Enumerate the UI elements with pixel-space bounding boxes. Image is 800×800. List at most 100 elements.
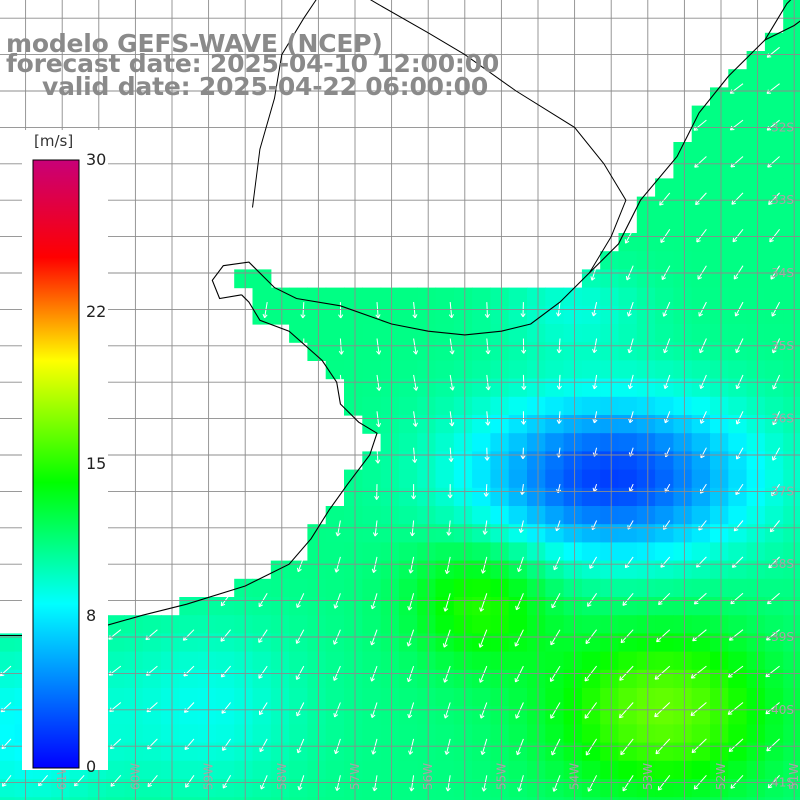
wind-cell (490, 396, 510, 416)
wind-cell (746, 451, 766, 471)
wind-cell (655, 615, 674, 634)
wind-cell (691, 506, 711, 525)
wind-cell (764, 433, 784, 452)
wind-cell (655, 360, 674, 380)
wind-cell (673, 433, 693, 452)
wind-cell (710, 651, 729, 671)
wind-arrow (520, 447, 526, 460)
wind-cell (691, 615, 711, 634)
wind-cell (783, 178, 800, 198)
wind-cell (545, 797, 565, 800)
wind-arrow (552, 775, 561, 792)
wind-cell (618, 469, 638, 489)
wind-cell (636, 578, 656, 598)
wind-cell (691, 433, 711, 452)
wind-cell (380, 597, 400, 616)
wind-cell (325, 760, 345, 780)
wind-arrow (376, 411, 382, 428)
wind-cell (563, 797, 583, 800)
wind-cell (655, 688, 674, 707)
forecast-date: forecast date: 2025-04-10 12:00:00 (6, 49, 500, 78)
wind-arrow (771, 483, 781, 497)
wind-cell (618, 360, 638, 380)
wind-cell (545, 542, 565, 562)
wind-arrow (444, 738, 451, 755)
wind-cell (636, 269, 656, 289)
wind-cell (710, 742, 729, 762)
wind-cell (600, 506, 620, 525)
wind-cell (380, 560, 400, 580)
wind-cell (655, 560, 674, 580)
wind-cell (746, 760, 766, 780)
wind-cell (673, 651, 693, 671)
wind-cell (398, 415, 418, 434)
wind-cell (581, 287, 601, 307)
wind-cell (673, 560, 693, 580)
wind-cell (0, 669, 16, 689)
wind-cell (636, 651, 656, 671)
wind-cell (764, 105, 784, 125)
wind-cell (362, 469, 382, 489)
wind-cell (453, 469, 473, 489)
wind-cell (764, 451, 784, 471)
wind-cell (472, 396, 491, 416)
wind-cell (581, 560, 601, 580)
wind-cell (545, 688, 565, 707)
wind-cell (545, 451, 565, 471)
wind-cell (362, 688, 382, 707)
wind-cell (527, 305, 546, 325)
wind-arrow (620, 738, 634, 756)
wind-cell (179, 706, 199, 725)
wind-cell (435, 760, 455, 780)
wind-cell (563, 506, 583, 525)
wind-cell (563, 433, 583, 452)
wind-cell (435, 779, 455, 798)
wind-cell (581, 669, 601, 689)
wind-cell (581, 342, 601, 361)
wind-cell (490, 506, 510, 525)
latitude-label: 34S (771, 266, 794, 280)
wind-cell (398, 797, 418, 800)
wind-arrow (449, 338, 455, 355)
wind-cell (362, 506, 382, 525)
wind-cell (563, 524, 583, 543)
wind-cell (581, 487, 601, 507)
wind-arrow (478, 629, 488, 648)
wind-cell (563, 378, 583, 398)
wind-cell (581, 324, 601, 343)
wind-cell (234, 578, 254, 598)
wind-cell (307, 615, 327, 634)
wind-cell (325, 324, 345, 343)
wind-cell (307, 706, 327, 725)
wind-cell (710, 669, 729, 689)
wind-cell (618, 688, 638, 707)
wind-cell (691, 487, 711, 507)
wind-cell (435, 633, 455, 653)
wind-cell (417, 542, 437, 562)
wind-cell (307, 342, 327, 361)
wind-cell (435, 360, 455, 380)
wind-cell (783, 487, 800, 507)
wind-cell (417, 797, 437, 800)
wind-arrow (553, 556, 561, 571)
wind-cell (710, 105, 729, 125)
wind-cell (398, 469, 418, 489)
wind-cell (380, 651, 400, 671)
wind-arrow (768, 192, 780, 205)
wind-cell (234, 615, 254, 634)
wind-cell (600, 378, 620, 398)
wind-arrow (767, 774, 780, 789)
wind-cell (691, 451, 711, 471)
wind-cell (783, 360, 800, 380)
wind-cell (417, 688, 437, 707)
wind-cell (417, 487, 437, 507)
wind-cell (435, 287, 455, 307)
wind-cell (344, 688, 363, 707)
wind-cell (600, 706, 620, 725)
wind-cell (508, 669, 528, 689)
wind-cell (691, 633, 711, 653)
wind-cell (673, 706, 693, 725)
wind-cell (161, 760, 180, 780)
wind-arrow (660, 229, 671, 243)
wind-cell (398, 724, 418, 744)
